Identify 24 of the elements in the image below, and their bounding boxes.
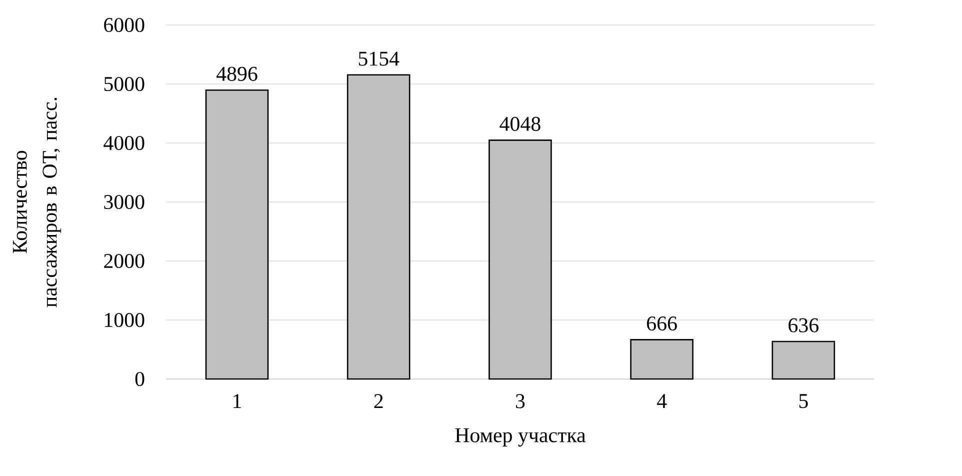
- data-label: 4048: [500, 116, 540, 131]
- y-tick-label: 4000: [104, 136, 144, 150]
- y-tick-label: 1000: [105, 312, 144, 328]
- y-axis-title: Количество пассажиров в ОТ, пасс.: [12, 98, 62, 308]
- y-tick-label: 2000: [104, 254, 144, 268]
- bar: [630, 339, 694, 380]
- x-tick-label: 1: [234, 394, 241, 408]
- y-tick-label: 3000: [104, 194, 144, 210]
- x-tick-label: 5: [799, 394, 808, 408]
- bar: [205, 89, 269, 380]
- bar: [488, 140, 552, 380]
- x-tick-label: 2: [374, 394, 383, 408]
- y-tick-label: 6000: [104, 18, 144, 32]
- x-tick-label: 3: [516, 394, 525, 408]
- data-label: 636: [788, 318, 818, 332]
- data-label: 666: [647, 316, 677, 331]
- bar: [772, 340, 836, 380]
- y-tick-label: 5000: [104, 76, 144, 92]
- data-label: 5154: [358, 52, 400, 66]
- x-axis-title: Номер участка: [455, 428, 586, 447]
- x-tick-label: 4: [656, 394, 667, 408]
- y-tick-label: 0: [135, 372, 144, 386]
- bar: [346, 74, 410, 380]
- data-label: 4896: [216, 66, 258, 81]
